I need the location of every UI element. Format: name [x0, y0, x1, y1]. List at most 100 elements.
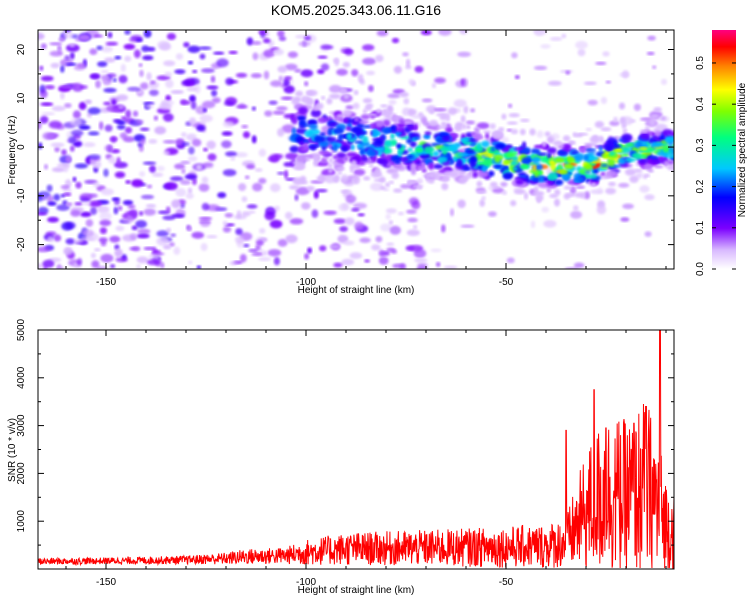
heatmap-cell — [368, 85, 374, 92]
chart-title: KOM5.2025.343.06.11.G16 — [271, 2, 441, 18]
heatmap-cell — [83, 142, 96, 148]
heatmap-cell — [40, 43, 47, 50]
heatmap-cell — [47, 236, 54, 244]
heatmap-cell — [344, 217, 355, 226]
heatmap-cell — [327, 163, 333, 169]
heatmap-cell — [371, 244, 381, 251]
heatmap-cell — [584, 170, 592, 175]
heatmap-cell — [78, 34, 91, 41]
heatmap-cell — [334, 57, 340, 67]
heatmap-cell — [445, 127, 453, 133]
heatmap-cell — [69, 145, 75, 152]
heatmap-cell — [116, 156, 121, 166]
heatmap-cell — [295, 186, 310, 196]
heatmap-cell — [188, 146, 195, 155]
heatmap-cell — [575, 40, 588, 50]
heatmap-layer — [38, 30, 674, 269]
heatmap-cell — [103, 87, 117, 93]
heatmap-cell — [342, 61, 350, 68]
heatmap-cell — [307, 247, 312, 254]
heatmap-cell — [269, 154, 280, 163]
heatmap-cell — [342, 155, 349, 162]
heatmap-cell — [416, 121, 421, 128]
heatmap-cell — [184, 173, 198, 180]
heatmap-cell — [123, 43, 136, 50]
heatmap-cell — [515, 147, 524, 151]
heatmap-cell — [406, 209, 417, 214]
heatmap-cell — [492, 165, 503, 169]
heatmap-cell — [413, 225, 418, 230]
heatmap-cell — [210, 75, 216, 83]
heatmap-cell — [109, 235, 121, 243]
heatmap-cell — [254, 168, 263, 172]
heatmap-cell — [422, 134, 431, 139]
heatmap-cell — [429, 119, 438, 127]
heatmap-cell — [42, 132, 56, 140]
heatmap-cell — [87, 107, 101, 115]
heatmap-cell — [548, 172, 558, 181]
heatmap-cell — [427, 162, 435, 170]
heatmap-cell — [137, 228, 151, 234]
heatmap-cell — [416, 178, 423, 185]
heatmap-cell — [372, 129, 378, 138]
heatmap-cell — [47, 216, 59, 223]
heatmap-cell — [338, 133, 343, 142]
heatmap-cell — [523, 192, 529, 200]
heatmap-cell — [388, 220, 394, 225]
heatmap-cell — [431, 82, 437, 89]
heatmap-cell — [280, 96, 294, 101]
heatmap-cell — [643, 173, 648, 180]
heatmap-cell — [532, 178, 540, 182]
heatmap-cell — [320, 132, 326, 137]
heatmap-cell — [633, 103, 642, 112]
heatmap-cell — [50, 142, 65, 148]
heatmap-cell — [534, 185, 539, 193]
heatmap-cell — [320, 63, 330, 71]
heatmap-cell — [323, 210, 337, 216]
heatmap-cell — [613, 116, 618, 123]
heatmap-cell — [225, 77, 234, 86]
heatmap-cell — [503, 159, 512, 165]
heatmap-cell — [483, 153, 495, 157]
heatmap-cell — [592, 134, 599, 141]
heatmap-cell — [507, 103, 513, 109]
heatmap-cell — [270, 80, 283, 87]
heatmap-cell — [639, 155, 648, 159]
heatmap-cell — [129, 247, 140, 251]
heatmap-cell — [99, 227, 107, 235]
heatmap-cell — [352, 176, 359, 184]
heatmap-cell — [353, 140, 364, 144]
heatmap-cell — [92, 182, 101, 188]
heatmap-cell — [605, 80, 611, 84]
heatmap-cell — [605, 170, 618, 177]
heatmap-cell — [198, 183, 210, 192]
heatmap-cell — [91, 260, 100, 268]
heatmap-cell — [370, 115, 376, 119]
heatmap-cell — [479, 199, 486, 207]
heatmap-cell — [501, 136, 509, 144]
heatmap-cell — [101, 45, 113, 53]
heatmap-cell — [440, 121, 447, 127]
heatmap-cell — [268, 100, 278, 105]
heatmap-cell — [97, 205, 110, 214]
heatmap-cell — [201, 202, 210, 211]
heatmap-cell — [640, 130, 649, 134]
heatmap-cell — [404, 65, 412, 70]
heatmap-cell — [111, 99, 117, 106]
heatmap-cell — [259, 228, 266, 234]
colorbar: 0.0 0.1 0.2 0.3 0.4 0.5 Normalized spectral a… — [695, 30, 748, 276]
heatmap-cell — [327, 128, 333, 136]
heatmap-cell — [99, 212, 112, 221]
heatmap-cell — [411, 200, 421, 210]
heatmap-cell — [174, 163, 186, 170]
heatmap-cell — [285, 152, 299, 160]
heatmap-cell — [174, 69, 186, 74]
heatmap-cell — [80, 85, 88, 90]
heatmap-cell — [351, 207, 360, 212]
heatmap-cell — [402, 52, 409, 57]
heatmap-cell — [531, 156, 541, 164]
heatmap-cell — [366, 103, 374, 108]
heatmap-cell — [191, 138, 202, 147]
heatmap-cell — [469, 160, 477, 168]
heatmap-cell — [61, 85, 74, 89]
